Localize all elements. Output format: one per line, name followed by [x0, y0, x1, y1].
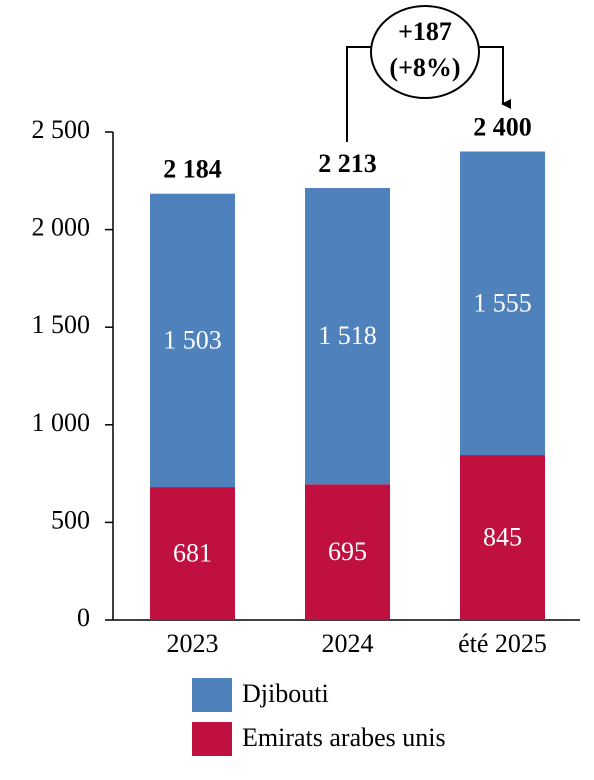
- x-tick-label: 2024: [322, 629, 374, 658]
- bar-segment: [305, 188, 390, 485]
- annotation-subtext: (+8%): [389, 53, 460, 82]
- value-label: 1 518: [318, 321, 377, 350]
- y-tick-label: 500: [51, 505, 90, 534]
- bar-segment: [460, 455, 545, 620]
- value-label: 1 555: [473, 288, 532, 317]
- x-tick-label: 2023: [167, 629, 219, 658]
- annotation-arrow: [478, 46, 511, 109]
- bar-segment: [305, 484, 390, 620]
- y-tick-label: 2 500: [32, 115, 91, 144]
- value-label: 845: [483, 522, 522, 551]
- legend-label: Emirats arabes unis: [242, 723, 446, 752]
- annotation-text: +187: [398, 17, 452, 46]
- y-tick-label: 1 500: [32, 310, 91, 339]
- x-tick-label: été 2025: [458, 629, 547, 658]
- legend-swatch: [192, 722, 232, 756]
- annotation-circle: [370, 5, 480, 99]
- y-tick-label: 0: [77, 603, 90, 632]
- value-label: 695: [328, 537, 367, 566]
- bar-segment: [150, 487, 235, 620]
- value-label: 1 503: [163, 325, 222, 354]
- legend-swatch: [192, 678, 232, 712]
- total-label: 2 184: [163, 155, 222, 184]
- total-label: 2 400: [473, 112, 532, 141]
- bar-segment: [460, 151, 545, 456]
- y-tick-label: 2 000: [32, 213, 91, 242]
- total-label: 2 213: [318, 149, 377, 178]
- annotation-connector: [346, 46, 372, 142]
- legend-label: Djibouti: [242, 679, 329, 708]
- y-tick-label: 1 000: [32, 408, 91, 437]
- value-label: 681: [173, 539, 212, 568]
- bar-segment: [150, 193, 235, 488]
